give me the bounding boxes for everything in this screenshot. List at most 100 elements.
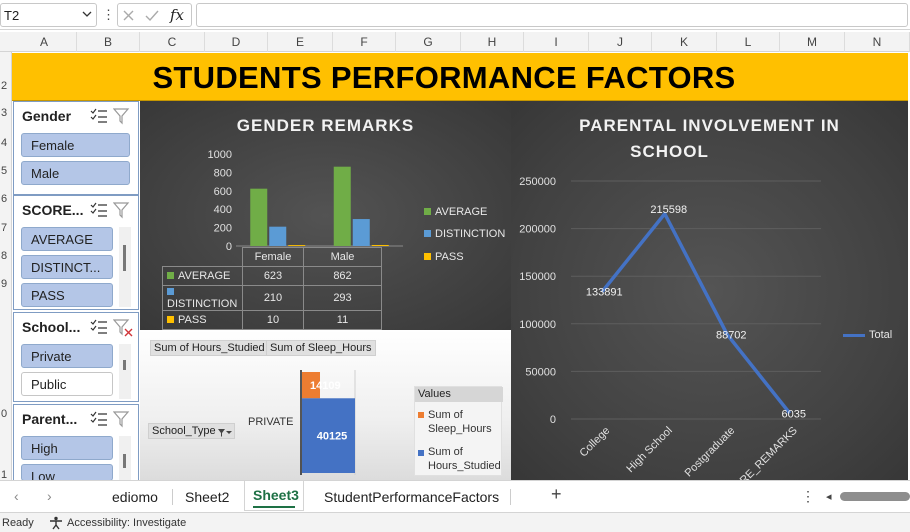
slicer-item[interactable]: Female [21, 133, 130, 157]
slicer-item[interactable]: PASS [21, 283, 113, 307]
column-header-d[interactable]: D [205, 32, 268, 52]
bar-average-female [250, 188, 268, 246]
legend-label: AVERAGE [435, 206, 488, 218]
clear-filter-icon[interactable] [113, 202, 133, 220]
clear-filter-icon[interactable] [113, 319, 133, 337]
title-banner [12, 53, 908, 101]
more-options-icon[interactable]: ⋮ [102, 7, 115, 22]
column-header-m[interactable]: M [780, 32, 845, 52]
scroll-left-arrow-icon[interactable]: ◂ [826, 491, 832, 503]
column-header-b[interactable]: B [77, 32, 140, 52]
slicer-scrollbar[interactable] [119, 436, 131, 481]
multi-select-icon[interactable] [90, 319, 108, 335]
slicer-header: SCORE... [22, 202, 84, 218]
gender-plot: 1000 800 600 400 200 0 [208, 149, 403, 253]
tab-sheet2[interactable]: Sheet2 [185, 489, 230, 505]
column-header-g[interactable]: G [396, 32, 461, 52]
column-header-f[interactable]: F [333, 32, 396, 52]
legend-label: Total [869, 329, 893, 341]
slicer-score: SCORE... AVERAGE DISTINCT... PASS [13, 195, 139, 310]
multi-select-icon[interactable] [90, 108, 108, 124]
field-button[interactable]: Sum of Hours_Studied [150, 340, 269, 356]
slicer-item[interactable]: DISTINCT... [21, 255, 113, 279]
slicer-item[interactable]: Male [21, 161, 130, 185]
row-header[interactable]: 4 [1, 137, 8, 149]
legend-label: Sum of Hours_Studied [428, 445, 501, 473]
scroll-thumb[interactable] [123, 360, 126, 370]
row-header[interactable]: 0 [1, 408, 8, 420]
table-cell: 862 [303, 266, 382, 286]
column-header-l[interactable]: L [717, 32, 780, 52]
parental-involvement-chart[interactable]: PARENTAL INVOLVEMENT IN SCHOOL 250000 200… [511, 101, 908, 480]
column-header-h[interactable]: H [461, 32, 524, 52]
chart-title-line2: SCHOOL [630, 142, 709, 161]
y-tick-label: 0 [226, 241, 232, 253]
bar-pass-male [371, 244, 389, 246]
row-header[interactable]: 2 [1, 80, 8, 92]
active-tab[interactable]: Sheet3 [244, 481, 304, 511]
slicer-item[interactable]: High [21, 436, 113, 460]
table-row-label: AVERAGE [162, 266, 243, 286]
insert-function-icon[interactable]: fx [170, 6, 185, 24]
formula-input[interactable] [196, 3, 908, 27]
bar-sum-of-hours-studied [302, 398, 355, 473]
scroll-left-icon[interactable]: ‹ [14, 488, 19, 504]
legend-key [167, 288, 174, 295]
name-box-value: T2 [4, 8, 20, 23]
axis-field-button[interactable]: School_Type [148, 423, 235, 439]
row-header[interactable]: 5 [1, 165, 8, 177]
active-tab-underline [253, 506, 295, 508]
row-header[interactable]: 1 [1, 469, 8, 480]
column-header-n[interactable]: N [845, 32, 910, 52]
slicer-item[interactable]: AVERAGE [21, 227, 113, 251]
multi-select-icon[interactable] [90, 202, 108, 218]
accessibility-status[interactable]: Accessibility: Investigate [67, 517, 187, 529]
name-box[interactable]: T2 [0, 3, 97, 27]
row-header[interactable]: 6 [1, 193, 8, 205]
slicer-item[interactable]: Private [21, 344, 113, 368]
multi-select-icon[interactable] [90, 411, 108, 427]
enter-icon[interactable] [145, 9, 159, 22]
more-options-icon[interactable]: ⋮ [801, 488, 815, 504]
legend-label: PASS [435, 251, 464, 263]
column-header-i[interactable]: I [524, 32, 589, 52]
tab-student-performance-factors[interactable]: StudentPerformanceFactors [324, 489, 500, 505]
field-button[interactable]: Sum of Sleep_Hours [266, 340, 376, 356]
column-header-a[interactable]: A [12, 32, 77, 52]
table-corner-cell [162, 247, 243, 267]
gender-remarks-chart[interactable]: GENDER REMARKS 1000 800 600 400 200 0 Female M… [140, 101, 511, 330]
slicer-scrollbar[interactable] [119, 344, 131, 399]
slicer-scrollbar[interactable] [119, 227, 131, 307]
scroll-right-icon[interactable]: › [47, 488, 52, 504]
clear-filter-icon[interactable] [113, 108, 133, 126]
legend-line: Sleep_Hours [428, 423, 492, 435]
column-header-e[interactable]: E [268, 32, 333, 52]
column-header-c[interactable]: C [140, 32, 205, 52]
legend-entry: AVERAGE [424, 206, 487, 218]
chevron-down-icon[interactable] [82, 9, 92, 19]
dashboard-title: STUDENTS PERFORMANCE FACTORS [152, 60, 736, 95]
horizontal-scrollbar[interactable] [840, 492, 910, 501]
table-cell: 210 [242, 285, 304, 311]
slicer-item[interactable]: Public [21, 372, 113, 396]
status-bar: Ready Accessibility: Investigate [0, 512, 910, 532]
scroll-thumb[interactable] [123, 454, 126, 468]
slicer-header: Gender [22, 108, 72, 124]
bar-distinction-male [352, 219, 370, 246]
cancel-icon[interactable] [122, 9, 135, 22]
slicer-gender: Gender Female Male [13, 101, 139, 195]
row-header[interactable]: 3 [1, 107, 8, 119]
sleep-hours-pivot-chart[interactable]: Sum of Hours_Studied Sum of Sleep_Hours … [140, 330, 511, 480]
row-header[interactable]: 7 [1, 222, 8, 234]
column-header-j[interactable]: J [589, 32, 652, 52]
scroll-thumb[interactable] [123, 245, 126, 271]
category-label: PRIVATE [248, 416, 294, 428]
table-cell: 10 [242, 310, 304, 330]
add-sheet-icon[interactable]: + [551, 484, 562, 504]
slicer-item[interactable]: Low [21, 464, 113, 484]
column-header-k[interactable]: K [652, 32, 717, 52]
clear-filter-icon[interactable] [113, 411, 133, 429]
row-header[interactable]: 9 [1, 278, 8, 290]
row-header[interactable]: 8 [1, 250, 8, 262]
tab-ediomo[interactable]: ediomo [112, 489, 158, 505]
